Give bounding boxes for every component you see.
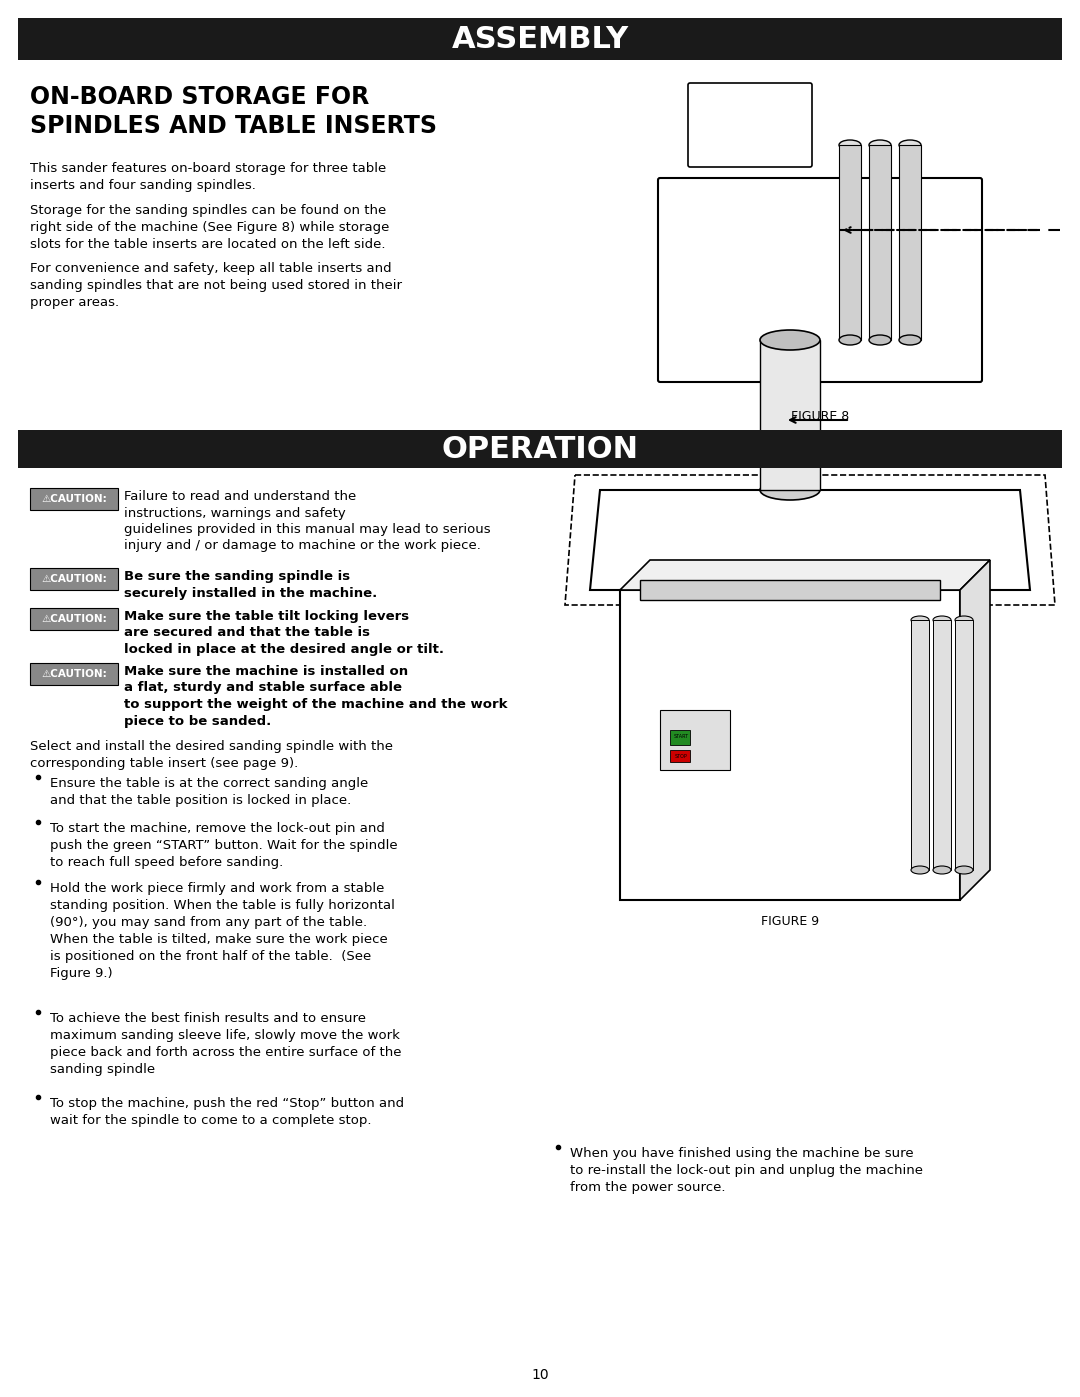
Ellipse shape [760,481,820,500]
FancyBboxPatch shape [658,177,982,381]
Text: Hold the work piece firmly and work from a stable
standing position. When the ta: Hold the work piece firmly and work from… [50,882,395,981]
Bar [955,620,973,870]
Ellipse shape [869,140,891,149]
Ellipse shape [933,616,951,624]
Text: ⚠CAUTION:: ⚠CAUTION: [41,669,107,679]
Bar [30,488,118,510]
Bar [660,710,730,770]
Polygon shape [590,490,1030,590]
Bar [670,731,690,745]
Bar [30,569,118,590]
Ellipse shape [912,866,929,875]
Ellipse shape [839,140,861,149]
Ellipse shape [760,330,820,351]
Bar [760,339,820,490]
Bar [30,664,118,685]
Bar [912,620,929,870]
Text: This sander features on-board storage for three table
inserts and four sanding s: This sander features on-board storage fo… [30,162,387,191]
Text: FIGURE 8: FIGURE 8 [791,409,849,423]
Polygon shape [960,560,990,900]
Text: ⚠CAUTION:: ⚠CAUTION: [41,495,107,504]
Bar [869,145,891,339]
Text: ⚠CAUTION:: ⚠CAUTION: [41,574,107,584]
Text: For convenience and safety, keep all table inserts and
sanding spindles that are: For convenience and safety, keep all tab… [30,263,402,309]
Bar [640,580,940,599]
Ellipse shape [955,866,973,875]
Bar [933,620,951,870]
Text: START: START [674,735,689,739]
Text: To achieve the best finish results and to ensure
maximum sanding sleeve life, sl: To achieve the best finish results and t… [50,1011,402,1076]
Bar [18,18,1062,60]
Bar [899,145,921,339]
Text: When you have finished using the machine be sure
to re-install the lock-out pin : When you have finished using the machine… [570,1147,923,1194]
Text: ⚠CAUTION:: ⚠CAUTION: [41,615,107,624]
Text: Be sure the sanding spindle is
securely installed in the machine.: Be sure the sanding spindle is securely … [124,570,377,599]
Ellipse shape [955,616,973,624]
Text: 10: 10 [531,1368,549,1382]
Text: To start the machine, remove the lock-out pin and
push the green “START” button.: To start the machine, remove the lock-ou… [50,821,397,869]
Text: Failure to read and understand the
instructions, warnings and safety
guidelines : Failure to read and understand the instr… [124,490,490,552]
Ellipse shape [899,335,921,345]
Bar [18,430,1062,468]
Bar [670,750,690,761]
Ellipse shape [912,616,929,624]
Text: Select and install the desired sanding spindle with the
corresponding table inse: Select and install the desired sanding s… [30,740,393,770]
Text: Make sure the machine is installed on
a flat, sturdy and stable surface able
to : Make sure the machine is installed on a … [124,665,508,728]
Text: ON-BOARD STORAGE FOR
SPINDLES AND TABLE INSERTS: ON-BOARD STORAGE FOR SPINDLES AND TABLE … [30,85,437,138]
Text: To stop the machine, push the red “Stop” button and
wait for the spindle to come: To stop the machine, push the red “Stop”… [50,1097,404,1127]
Text: Storage for the sanding spindles can be found on the
right side of the machine (: Storage for the sanding spindles can be … [30,204,390,251]
Ellipse shape [869,335,891,345]
Bar [839,145,861,339]
Ellipse shape [899,140,921,149]
Polygon shape [620,560,990,590]
Text: OPERATION: OPERATION [442,434,638,464]
FancyBboxPatch shape [688,82,812,168]
Text: FIGURE 9: FIGURE 9 [761,915,819,928]
Ellipse shape [933,866,951,875]
Text: Make sure the table tilt locking levers
are secured and that the table is
locked: Make sure the table tilt locking levers … [124,610,444,657]
Bar [620,0,1020,101]
Text: STOP: STOP [675,753,687,759]
Ellipse shape [839,335,861,345]
Bar [620,590,960,900]
Text: ASSEMBLY: ASSEMBLY [451,25,629,53]
Bar [30,608,118,630]
Text: Ensure the table is at the correct sanding angle
and that the table position is : Ensure the table is at the correct sandi… [50,777,368,807]
